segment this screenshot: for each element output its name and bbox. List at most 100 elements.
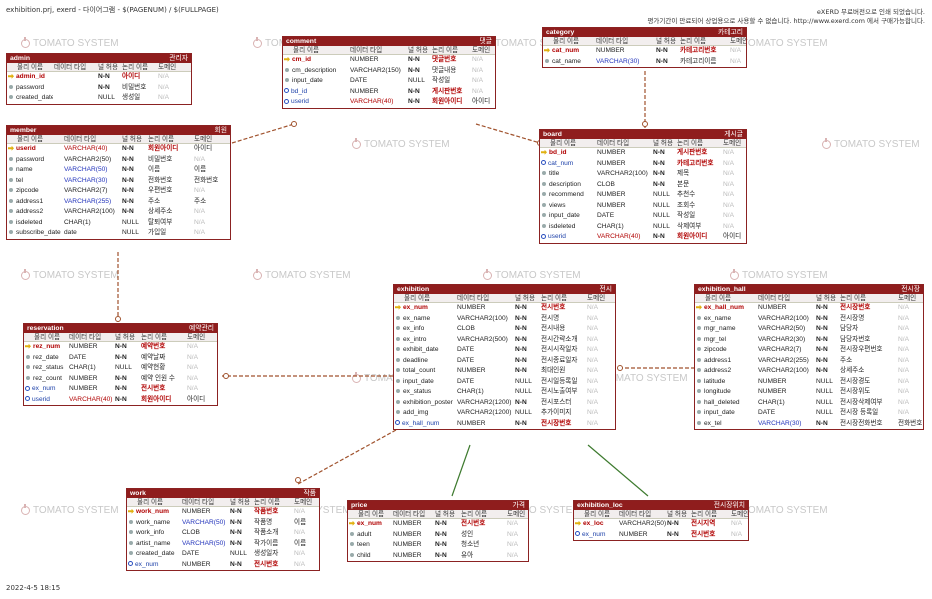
attribute-row[interactable]: address2 VARCHAR2(100) N-N 상세주소 N/A — [7, 207, 230, 218]
entity-title[interactable]: category 카테고리 — [543, 28, 746, 37]
attribute-row[interactable]: input_date DATE NULL 전시장 등록일 N/A — [695, 408, 923, 419]
attribute-row[interactable]: ex_num NUMBER N-N 전시번호 N/A — [574, 530, 748, 541]
attribute-row[interactable]: exhibit_date DATE N-N 전시시작일자 N/A — [394, 345, 615, 356]
attribute-row[interactable]: userid VARCHAR(40) N-N 회원아이디 아이디 — [24, 395, 217, 406]
attribute-row[interactable]: isdeleted CHAR(1) NULL 탈퇴여부 N/A — [7, 218, 230, 229]
attribute-row[interactable]: views NUMBER NULL 조회수 N/A — [540, 201, 746, 212]
entity-price[interactable]: price 가격 물리 이름 데이터 타입 널 허용 논리 이름 도메인 ex_num NUMB… — [347, 500, 529, 562]
entity-exhibition-loc[interactable]: exhibition_loc 전시장위치 물리 이름 데이터 타입 널 허용 논리 이름 도… — [573, 500, 749, 541]
attribute-row[interactable]: teen NUMBER N-N 청소년 N/A — [348, 540, 528, 551]
attribute-type: date — [64, 229, 77, 236]
attribute-row[interactable]: cm_id NUMBER N-N 댓글번호 N/A — [283, 55, 495, 66]
attribute-row[interactable]: address2 VARCHAR2(100) N-N 상세주소 N/A — [695, 366, 923, 377]
attribute-row[interactable]: child NUMBER N-N 유아 N/A — [348, 551, 528, 562]
attribute-row[interactable]: tel VARCHAR(30) N-N 전화번호 전화번호 — [7, 176, 230, 187]
attribute-row[interactable]: title VARCHAR2(100) N-N 제목 N/A — [540, 169, 746, 180]
attribute-row[interactable]: adult NUMBER N-N 성인 N/A — [348, 530, 528, 541]
attribute-row[interactable]: cat_num NUMBER N-N 카테고리번호 N/A — [540, 159, 746, 170]
attribute-row[interactable]: ex_name VARCHAR2(100) N-N 전시장명 N/A — [695, 314, 923, 325]
attribute-row[interactable]: password VARCHAR2(50) N-N 비밀번호 N/A — [7, 155, 230, 166]
entity-admin[interactable]: admin 관리자 물리 이름 데이터 타입 널 허용 논리 이름 도메인 admin_id N… — [6, 53, 192, 105]
attribute-row[interactable]: ex_intro VARCHAR2(500) N-N 전시간략소개 N/A — [394, 335, 615, 346]
attribute-row[interactable]: zipcode VARCHAR2(7) N-N 전시장우편번호 N/A — [695, 345, 923, 356]
attribute-row[interactable]: exhibition_poster VARCHAR2(1200) N-N 전시포스터 N… — [394, 398, 615, 409]
attribute-row[interactable]: input_date DATE NULL 전시일등록일 N/A — [394, 377, 615, 388]
entity-title[interactable]: comment 댓글 — [283, 37, 495, 46]
attribute-row[interactable]: created_date DATE NULL 생성일자 N/A — [127, 549, 319, 560]
entity-member[interactable]: member 회원 물리 이름 데이터 타입 널 허용 논리 이름 도메인 userid VAR… — [6, 125, 231, 240]
attribute-row[interactable]: rez_num NUMBER N-N 예약번호 N/A — [24, 342, 217, 353]
attribute-row[interactable]: ex_num NUMBER N-N 전시번호 N/A — [348, 519, 528, 530]
entity-title[interactable]: admin 관리자 — [7, 54, 191, 63]
entity-exhibition[interactable]: exhibition 전시 물리 이름 데이터 타입 널 허용 논리 이름 도메인 ex_nu… — [393, 284, 616, 430]
entity-board[interactable]: board 게시글 물리 이름 데이터 타입 널 허용 논리 이름 도메인 bd_id NUMB… — [539, 129, 747, 244]
column-header: 물리 이름 — [553, 38, 580, 45]
attribute-row[interactable]: bd_id NUMBER N-N 게시판번호 N/A — [540, 148, 746, 159]
entity-title[interactable]: exhibition_loc 전시장위치 — [574, 501, 748, 510]
attribute-row[interactable]: latitude NUMBER NULL 전시장경도 N/A — [695, 377, 923, 388]
attribute-row[interactable]: ex_tel VARCHAR(30) N-N 전시장전화번호 전화번호 — [695, 419, 923, 430]
attribute-logical-name: 전시포스터 — [541, 398, 572, 406]
entity-title[interactable]: exhibition 전시 — [394, 285, 615, 294]
attribute-row[interactable]: cm_description VARCHAR2(150) N-N 댓글내용 N/A — [283, 66, 495, 77]
attribute-row[interactable]: admin_id N-N 아이디 N/A — [7, 72, 191, 83]
attribute-row[interactable]: isdeleted CHAR(1) NULL 삭제여부 N/A — [540, 222, 746, 233]
entity-logical-name: 전시장위치 — [713, 502, 745, 509]
attribute-row[interactable]: description CLOB N-N 본문 N/A — [540, 180, 746, 191]
attribute-row[interactable]: password N-N 비밀번호 N/A — [7, 83, 191, 94]
entity-comment[interactable]: comment 댓글 물리 이름 데이터 타입 널 허용 논리 이름 도메인 cm_id NUM… — [282, 36, 496, 109]
entity-work[interactable]: work 작품 물리 이름 데이터 타입 널 허용 논리 이름 도메인 work_num NUM… — [126, 488, 320, 571]
attribute-row[interactable]: ex_num NUMBER N-N 전시번호 N/A — [394, 303, 615, 314]
attribute-row[interactable]: userid VARCHAR(40) N-N 회원아이디 아이디 — [283, 97, 495, 108]
attribute-row[interactable]: rez_status CHAR(1) NULL 예약현황 N/A — [24, 363, 217, 374]
entity-title[interactable]: member 회원 — [7, 126, 230, 135]
attribute-row[interactable]: name VARCHAR(50) N-N 이름 이름 — [7, 165, 230, 176]
attribute-row[interactable]: ex_info CLOB N-N 전시내용 N/A — [394, 324, 615, 335]
entity-title[interactable]: price 가격 — [348, 501, 528, 510]
attribute-row[interactable]: zipcode VARCHAR2(7) N-N 우편번호 N/A — [7, 186, 230, 197]
attribute-row[interactable]: ex_hall_num NUMBER N-N 전시장번호 N/A — [695, 303, 923, 314]
entity-title[interactable]: reservation 예약관리 — [24, 324, 217, 333]
attribute-row[interactable]: ex_status CHAR(1) NULL 전시노출여부 N/A — [394, 387, 615, 398]
attribute-name: address2 — [16, 208, 44, 215]
entity-title[interactable]: exhibition_hall 전시장 — [695, 285, 923, 294]
attribute-nullable: N-N — [515, 304, 527, 311]
attribute-row[interactable]: userid VARCHAR(40) N-N 회원아이디 아이디 — [540, 232, 746, 243]
attribute-row[interactable]: longitude NUMBER NULL 전시장위도 N/A — [695, 387, 923, 398]
attribute-row[interactable]: subscribe_date date NULL 가입일 N/A — [7, 228, 230, 239]
attribute-row[interactable]: input_date DATE NULL 작성일 N/A — [540, 211, 746, 222]
entity-title[interactable]: work 작품 — [127, 489, 319, 498]
attribute-row[interactable]: hall_deleted CHAR(1) NULL 전시장삭제여부 N/A — [695, 398, 923, 409]
attribute-row[interactable]: rez_date DATE N-N 예약날짜 N/A — [24, 353, 217, 364]
entity-exhibition-hall[interactable]: exhibition_hall 전시장 물리 이름 데이터 타입 널 허용 논리 이름 도메… — [694, 284, 924, 430]
attribute-row[interactable]: artist_name VARCHAR(50) N-N 작가이름 이름 — [127, 539, 319, 550]
attribute-row[interactable]: rez_count NUMBER N-N 예약 인원 수 N/A — [24, 374, 217, 385]
entity-reservation[interactable]: reservation 예약관리 물리 이름 데이터 타입 널 허용 논리 이름 도메인 re… — [23, 323, 218, 406]
attribute-row[interactable]: ex_loc VARCHAR2(50) N-N 전시지역 N/A — [574, 519, 748, 530]
entity-title[interactable]: board 게시글 — [540, 130, 746, 139]
attribute-row[interactable]: ex_hall_num NUMBER N-N 전시장번호 N/A — [394, 419, 615, 430]
attribute-row[interactable]: ex_name VARCHAR2(100) N-N 전시명 N/A — [394, 314, 615, 325]
attribute-row[interactable]: mgr_name VARCHAR2(50) N-N 담당자 N/A — [695, 324, 923, 335]
attribute-row[interactable]: deadline DATE N-N 전시종료일자 N/A — [394, 356, 615, 367]
attribute-row[interactable]: ex_num NUMBER N-N 전시번호 N/A — [127, 560, 319, 571]
attribute-row[interactable]: address1 VARCHAR(255) N-N 주소 주소 — [7, 197, 230, 208]
attribute-row[interactable]: userid VARCHAR(40) N-N 회원아이디 아이디 — [7, 144, 230, 155]
attribute-nullable: N-N — [122, 197, 134, 205]
attribute-row[interactable]: total_count NUMBER N-N 최대인원 N/A — [394, 366, 615, 377]
attribute-row[interactable]: mgr_tel VARCHAR2(30) N-N 담당자번호 N/A — [695, 335, 923, 346]
attribute-row[interactable]: address1 VARCHAR2(255) N-N 주소 N/A — [695, 356, 923, 367]
attribute-row[interactable]: input_date DATE NULL 작성일 N/A — [283, 76, 495, 87]
attribute-row[interactable]: work_name VARCHAR(50) N-N 작품명 이름 — [127, 518, 319, 529]
attribute-nullable: N-N — [515, 398, 527, 406]
attribute-row[interactable]: work_num NUMBER N-N 작품번호 N/A — [127, 507, 319, 518]
attribute-row[interactable]: created_date NULL 생성일 N/A — [7, 93, 191, 104]
attribute-row[interactable]: work_info CLOB N-N 작품소개 N/A — [127, 528, 319, 539]
attribute-row[interactable]: cat_name VARCHAR(30) N-N 카테고리이름 N/A — [543, 57, 746, 68]
attribute-row[interactable]: cat_num NUMBER N-N 카테고리번호 N/A — [543, 46, 746, 57]
attribute-row[interactable]: add_img VARCHAR2(1200) NULL 추가이미지 N/A — [394, 408, 615, 419]
attribute-row[interactable]: bd_id NUMBER N-N 게시판번호 N/A — [283, 87, 495, 98]
attribute-row[interactable]: recommend NUMBER NULL 추천수 N/A — [540, 190, 746, 201]
attribute-row[interactable]: ex_num NUMBER N-N 전시번호 N/A — [24, 384, 217, 395]
